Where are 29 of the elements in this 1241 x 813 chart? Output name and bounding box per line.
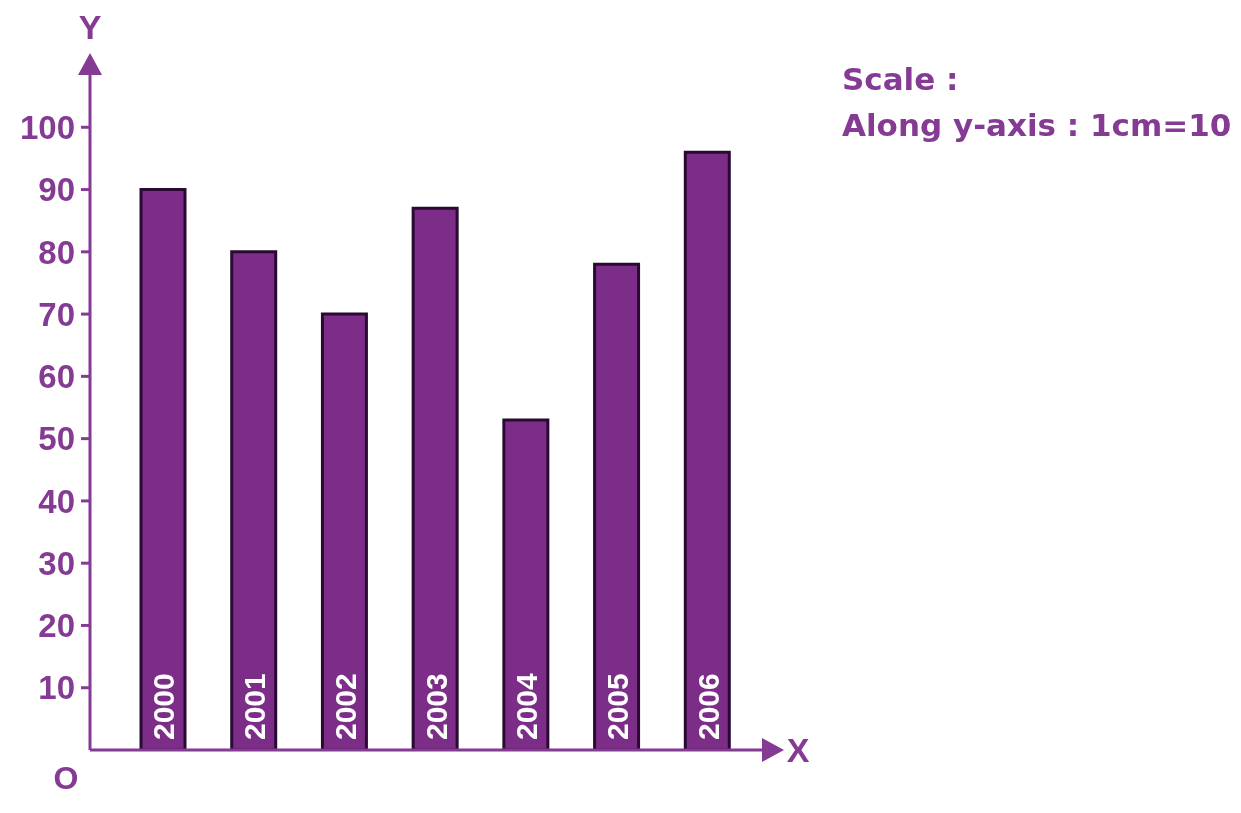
bar bbox=[593, 262, 641, 750]
y-tick-label: 50 bbox=[38, 420, 75, 458]
text: Along y-axis : 1cm=10 bbox=[842, 107, 1232, 143]
y-tick-label: 30 bbox=[38, 544, 75, 582]
y-tick-label: 90 bbox=[38, 171, 75, 209]
bar bbox=[411, 206, 459, 750]
x-tick-label: 2005 bbox=[600, 673, 634, 740]
x-tick-label: 2001 bbox=[237, 673, 271, 740]
y-tick-label: 60 bbox=[38, 358, 75, 396]
text: O bbox=[53, 760, 79, 796]
bar bbox=[139, 188, 187, 750]
y-tick-label: 20 bbox=[38, 607, 75, 645]
y-tick-label: 10 bbox=[38, 669, 75, 707]
y-tick-label: 40 bbox=[38, 482, 75, 520]
bar bbox=[502, 418, 550, 750]
bar bbox=[683, 150, 731, 750]
x-tick-label: 2006 bbox=[691, 673, 725, 740]
x-axis-title: X bbox=[786, 731, 810, 769]
y-tick-label: 80 bbox=[38, 233, 75, 271]
bar bbox=[230, 250, 278, 750]
x-tick-label: 2000 bbox=[146, 673, 180, 740]
x-tick-label: 2003 bbox=[419, 673, 452, 740]
bar bbox=[320, 312, 368, 750]
x-tick-label: 2002 bbox=[328, 673, 362, 740]
y-axis-title: Y bbox=[78, 8, 102, 46]
x-tick-label: 2004 bbox=[509, 672, 543, 740]
text: Scale : bbox=[842, 61, 959, 97]
y-tick-label: 70 bbox=[38, 295, 75, 333]
y-tick-label: 100 bbox=[19, 108, 75, 146]
